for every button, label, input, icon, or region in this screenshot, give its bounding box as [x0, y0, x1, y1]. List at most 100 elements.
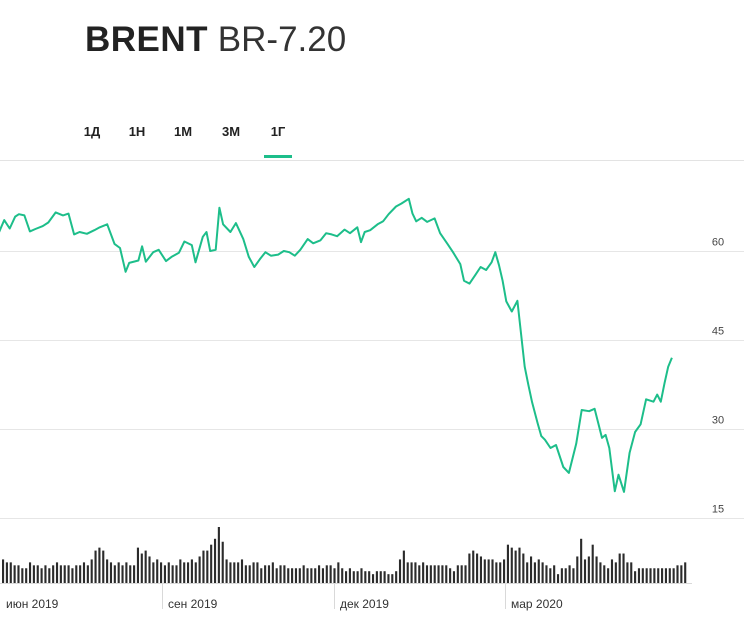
volume-bar: [163, 565, 166, 583]
volume-bar: [325, 565, 328, 583]
volume-bar: [368, 571, 371, 583]
tab-1m[interactable]: 1М: [173, 124, 193, 139]
volume-bar: [82, 562, 86, 583]
volume-bar: [499, 562, 502, 583]
volume-bar: [5, 562, 8, 583]
volume-bar: [314, 568, 317, 583]
volume-bar: [476, 553, 479, 583]
volume-bar: [356, 571, 359, 583]
volume-bar: [429, 565, 432, 583]
volume-bar: [599, 562, 602, 583]
volume-bar: [607, 568, 610, 583]
volume-bar: [175, 565, 178, 583]
volume-bar: [433, 565, 436, 583]
volume-bar: [518, 547, 521, 583]
volume-bar: [94, 550, 97, 583]
volume-bar: [279, 565, 282, 583]
volume-bar: [425, 565, 429, 583]
volume-bar: [472, 550, 475, 583]
volume-bar: [213, 538, 217, 583]
volume-bar: [641, 568, 644, 583]
volume-bar: [2, 559, 5, 583]
volume-bar: [17, 565, 20, 583]
volume-bar: [422, 562, 425, 583]
volume-bar: [684, 562, 687, 583]
volume-bar: [75, 565, 78, 583]
volume-bar: [526, 562, 529, 583]
volume-bar: [564, 568, 567, 583]
volume-bar: [506, 544, 509, 583]
volume-bar: [44, 565, 47, 583]
volume-bar: [487, 559, 490, 583]
volume-bar: [664, 568, 667, 583]
volume-bar: [52, 565, 55, 583]
volume-bar: [503, 559, 506, 583]
volume-bar: [167, 562, 170, 583]
contract-code: BR-7.20: [217, 20, 347, 59]
volume-bar: [129, 565, 132, 583]
volume-bar: [71, 568, 74, 583]
volume-bar: [32, 565, 35, 583]
volume-bar: [441, 565, 444, 583]
volume-bar: [364, 571, 367, 583]
volume-bar: [653, 568, 656, 583]
volume-bar: [387, 574, 390, 583]
volume-bar: [348, 568, 351, 583]
volume-bar: [479, 556, 483, 583]
volume-bar: [649, 568, 652, 583]
y-tick-label: 60: [712, 237, 724, 249]
y-tick-label: 45: [712, 326, 724, 338]
tab-1y[interactable]: 1Г: [256, 118, 300, 160]
volume-bar: [371, 574, 375, 583]
volume-bar: [117, 562, 120, 583]
volume-bar: [587, 556, 590, 583]
volume-bar: [186, 562, 190, 583]
volume-bar: [125, 562, 128, 583]
volume-bar: [321, 568, 324, 583]
volume-bar: [375, 571, 378, 583]
volume-bar: [618, 553, 621, 583]
volume-bar: [553, 565, 556, 583]
volume-bar: [483, 559, 486, 583]
volume-bar: [529, 556, 533, 583]
volume-bar: [133, 565, 136, 583]
volume-bar: [21, 568, 24, 583]
volume-bar: [264, 565, 267, 583]
volume-bar: [144, 550, 147, 583]
volume-bar: [9, 562, 12, 583]
volume-bar: [568, 565, 571, 583]
volume-bar: [233, 562, 236, 583]
tab-1w[interactable]: 1Н: [128, 124, 146, 139]
volume-bar: [190, 559, 193, 583]
volume-bar: [244, 565, 247, 583]
volume-bar: [275, 568, 278, 583]
volume-bar: [160, 562, 163, 583]
volume-bar: [225, 559, 228, 583]
volume-bar: [383, 571, 386, 583]
volume-bar: [657, 568, 660, 583]
x-tick-label: дек 2019: [340, 597, 389, 611]
volume-bar: [298, 568, 301, 583]
volume-bar: [672, 568, 675, 583]
volume-bar: [109, 562, 113, 583]
volume-bar: [318, 565, 321, 583]
volume-bar: [583, 559, 587, 583]
volume-bar: [572, 568, 575, 583]
volume-bar: [614, 562, 617, 583]
tab-1d[interactable]: 1Д: [83, 124, 101, 139]
volume-bar: [402, 550, 405, 583]
volume-bar: [59, 565, 62, 583]
volume-bar: [398, 559, 402, 583]
volume-layer: [2, 527, 687, 583]
volume-bar: [514, 550, 517, 583]
volume-bar: [510, 547, 513, 583]
volume-bar: [148, 556, 151, 583]
volume-bar: [603, 565, 606, 583]
tab-3m[interactable]: 3М: [221, 124, 241, 139]
volume-bar: [345, 571, 348, 583]
volume-bar: [329, 565, 332, 583]
volume-bar: [537, 559, 540, 583]
volume-bar: [252, 562, 255, 583]
volume-bar: [67, 565, 70, 583]
x-tick-label: июн 2019: [6, 597, 59, 611]
